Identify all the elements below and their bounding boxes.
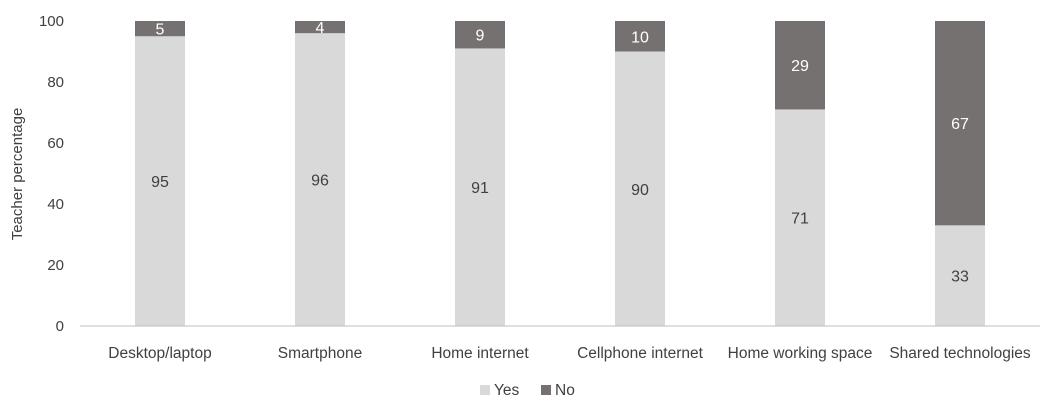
x-category-label: Cellphone internet xyxy=(577,345,704,362)
data-label-no-0: 5 xyxy=(156,22,165,39)
x-axis-categories: Desktop/laptop Smartphone Home internet Cel… xyxy=(108,345,1031,362)
legend: Yes No xyxy=(480,382,575,399)
y-tick-label: 60 xyxy=(47,135,64,152)
legend-swatch-no xyxy=(541,385,551,395)
bar-yes-1 xyxy=(295,33,345,326)
x-category-label: Home working space xyxy=(728,345,873,362)
x-category-label: Shared technologies xyxy=(889,345,1031,362)
bar-no-3 xyxy=(615,21,665,52)
bar-yes-3 xyxy=(615,51,665,326)
bar-no-5 xyxy=(935,21,985,226)
data-label-no-1: 4 xyxy=(316,20,325,37)
data-label-yes-4: 71 xyxy=(791,211,809,228)
bar-yes-2 xyxy=(455,48,505,326)
x-category-label: Desktop/laptop xyxy=(108,345,211,362)
bar-no-0 xyxy=(135,21,185,37)
data-label-yes-5: 33 xyxy=(951,269,969,286)
y-axis-ticks: 0 20 40 60 80 100 xyxy=(39,13,64,335)
bar-yes-4 xyxy=(775,109,825,326)
bar-yes-0 xyxy=(135,36,185,326)
legend-label-no: No xyxy=(555,382,575,399)
data-label-no-5: 67 xyxy=(951,116,969,133)
data-label-no-2: 9 xyxy=(476,28,485,45)
data-label-yes-0: 95 xyxy=(151,174,169,191)
y-tick-label: 40 xyxy=(47,196,64,213)
y-tick-label: 20 xyxy=(47,257,64,274)
data-label-no-3: 10 xyxy=(631,29,649,46)
legend-swatch-yes xyxy=(480,385,490,395)
y-tick-label: 80 xyxy=(47,74,64,91)
bar-yes-5 xyxy=(935,225,985,326)
data-label-yes-3: 90 xyxy=(631,182,649,199)
data-label-no-4: 29 xyxy=(791,58,809,75)
x-category-label: Smartphone xyxy=(278,345,362,362)
bar-no-2 xyxy=(455,21,505,49)
bar-no-4 xyxy=(775,21,825,110)
bar-no-1 xyxy=(295,21,345,34)
bars: 95 5 96 4 91 9 90 10 71 29 33 67 xyxy=(135,20,985,326)
legend-label-yes: Yes xyxy=(494,382,520,399)
y-tick-label: 0 xyxy=(56,318,64,335)
data-label-yes-1: 96 xyxy=(311,173,329,190)
y-axis-label: Teacher percentage xyxy=(9,108,26,241)
x-category-label: Home internet xyxy=(431,345,529,362)
data-label-yes-2: 91 xyxy=(471,180,489,197)
y-tick-label: 100 xyxy=(39,13,64,30)
